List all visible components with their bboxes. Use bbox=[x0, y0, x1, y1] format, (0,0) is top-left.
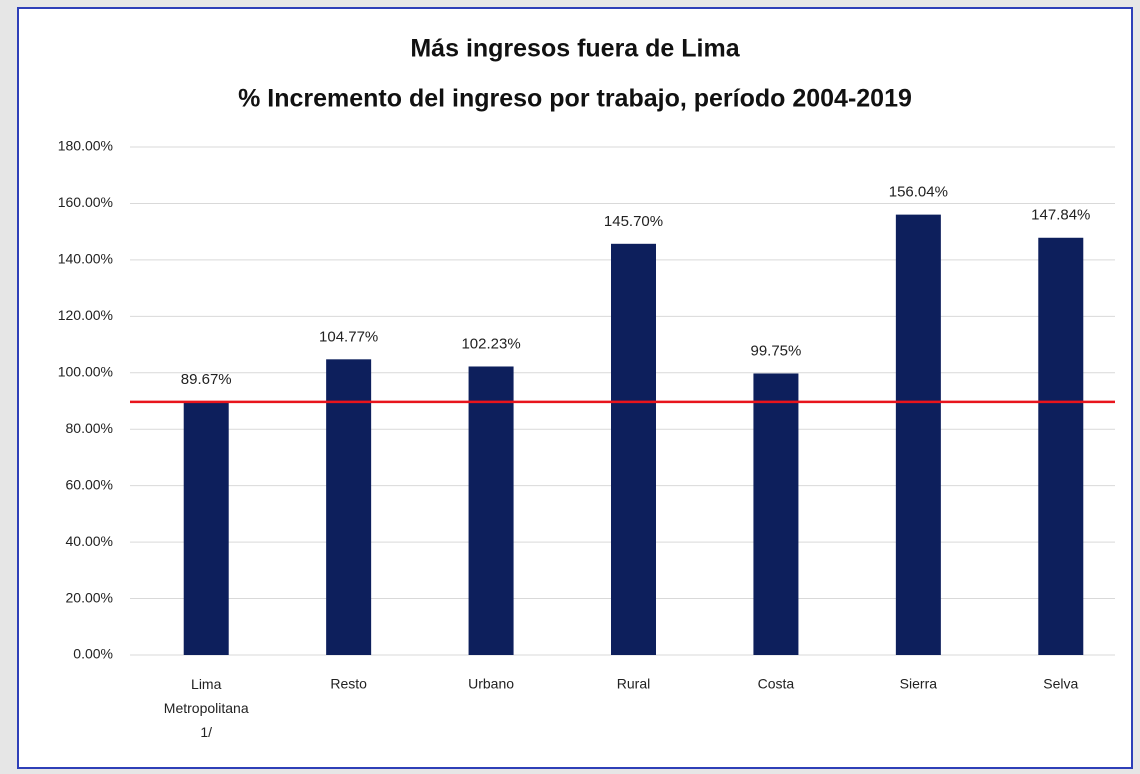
x-tick-label: Urbano bbox=[468, 676, 514, 692]
bar bbox=[468, 366, 514, 655]
chart-subtitle: % Incremento del ingreso por trabajo, pe… bbox=[238, 85, 912, 113]
chart-title: Más ingresos fuera de Lima bbox=[410, 35, 740, 63]
y-tick-label: 180.00% bbox=[58, 138, 113, 154]
y-tick-label: 40.00% bbox=[66, 533, 113, 549]
x-tick-label: Selva bbox=[1043, 676, 1078, 692]
bar bbox=[326, 359, 372, 655]
bar bbox=[1038, 237, 1084, 655]
x-tick-label: Lima Metropolitana 1/ bbox=[164, 676, 249, 740]
bar bbox=[183, 401, 229, 655]
bar bbox=[753, 373, 799, 655]
y-tick-label: 160.00% bbox=[58, 194, 113, 210]
value-label: 89.67% bbox=[181, 371, 232, 388]
y-tick-label: 120.00% bbox=[58, 307, 113, 323]
value-label: 145.70% bbox=[604, 213, 663, 230]
x-tick-label: Rural bbox=[617, 676, 650, 692]
bar bbox=[611, 243, 656, 655]
bar bbox=[895, 214, 941, 656]
value-label: 147.84% bbox=[1031, 207, 1090, 224]
y-tick-label: 140.00% bbox=[58, 251, 113, 267]
value-label: 102.23% bbox=[461, 335, 520, 352]
x-tick-label: Resto bbox=[330, 676, 367, 692]
value-label: 156.04% bbox=[889, 184, 948, 201]
x-tick-label: Costa bbox=[758, 676, 795, 692]
y-tick-label: 100.00% bbox=[58, 363, 113, 379]
y-tick-label: 60.00% bbox=[66, 476, 113, 492]
x-tick-label: Sierra bbox=[900, 676, 938, 692]
y-tick-label: 20.00% bbox=[66, 589, 113, 605]
y-tick-label: 80.00% bbox=[66, 420, 113, 436]
value-label: 104.77% bbox=[319, 328, 378, 345]
value-label: 99.75% bbox=[750, 342, 801, 359]
y-tick-label: 0.00% bbox=[73, 646, 113, 662]
